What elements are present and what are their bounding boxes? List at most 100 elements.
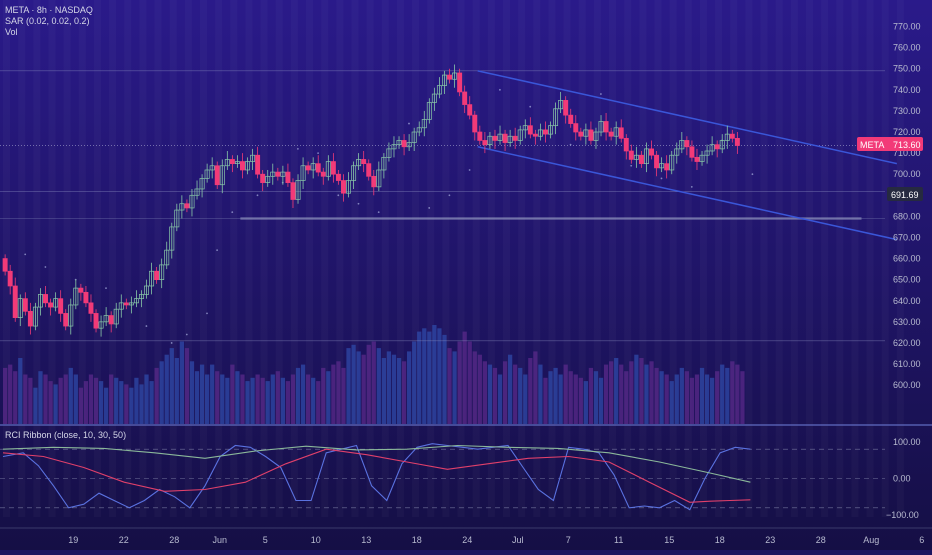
- volume-bar: [184, 348, 190, 424]
- time-tick-label: 13: [361, 535, 371, 545]
- volume-bar: [124, 384, 129, 424]
- price-tick-label: 750.00: [893, 64, 921, 74]
- bg-stripe: [291, 0, 298, 517]
- candle-body: [139, 294, 144, 299]
- bg-stripe: [518, 0, 525, 517]
- bg-stripe: [170, 0, 177, 517]
- candle-body: [421, 119, 427, 129]
- volume-bar: [477, 354, 482, 424]
- price-axis[interactable]: 770.00 760.00 750.00 740.00 730.00 720.00 710.…: [886, 22, 921, 521]
- volume-bar: [235, 371, 240, 424]
- volume-bar: [371, 341, 376, 424]
- bg-stripe: [245, 0, 252, 517]
- volume-bar: [154, 367, 159, 424]
- bg-stripe: [685, 0, 692, 517]
- price-badge-bg: [857, 137, 923, 151]
- candle-body: [512, 135, 518, 141]
- candle-body: [204, 169, 210, 179]
- candle-body: [113, 308, 119, 325]
- volume-bar: [679, 367, 684, 424]
- volume-bar: [255, 374, 260, 424]
- time-tick-label: Jul: [512, 535, 524, 545]
- volume-bar: [694, 374, 700, 424]
- candle-body: [381, 156, 387, 171]
- candle-body: [184, 203, 190, 209]
- candle-body: [53, 298, 59, 308]
- time-tick-label: 7: [566, 535, 571, 545]
- volume-bar: [295, 367, 301, 424]
- candle-body: [684, 140, 690, 148]
- bg-stripe: [564, 0, 571, 517]
- candle-body: [674, 148, 680, 156]
- rci-mid-line: [2, 448, 751, 503]
- volume-bar: [300, 364, 306, 424]
- volume-bar: [210, 364, 215, 424]
- rci-panel: [0, 443, 885, 511]
- volume-bar: [13, 371, 18, 424]
- rci-tick-label: −100.00: [886, 510, 919, 520]
- candle-body: [654, 154, 660, 169]
- time-tick-label: 22: [119, 535, 129, 545]
- candle-body: [255, 154, 261, 175]
- candle-body: [27, 310, 33, 327]
- volume-bar: [523, 374, 528, 424]
- candle-body: [265, 175, 271, 183]
- volume-bar: [432, 325, 437, 424]
- candle-body: [351, 165, 357, 181]
- legend-header: META · 8h · NASDAQ SAR (0.02, 0.02, 0.2)…: [5, 5, 93, 37]
- volume-bar: [114, 377, 119, 424]
- candle-body: [462, 91, 468, 105]
- candle-body: [714, 144, 720, 150]
- time-axis[interactable]: 19 22 28 Jun 5 10 13 18 24 Jul 7 11 15 18 23 28 Aug 6: [68, 535, 924, 545]
- candle-body: [335, 173, 341, 181]
- volume-bar: [311, 377, 316, 424]
- candle-body: [179, 203, 185, 211]
- level-badge-value: 691.69: [891, 190, 919, 200]
- candle-body: [502, 133, 508, 143]
- volume-bar: [497, 374, 503, 424]
- candle-body: [729, 133, 735, 139]
- rci-fast-line: [2, 443, 751, 511]
- volume-bar: [386, 351, 392, 424]
- candle-body: [108, 315, 114, 325]
- candle-body: [128, 302, 134, 306]
- bg-stripe: [412, 0, 419, 517]
- volume-bar: [740, 371, 745, 424]
- bg-stripe: [821, 0, 828, 517]
- volume-bar: [412, 341, 417, 424]
- volume-bar: [730, 361, 735, 424]
- candle-body: [43, 294, 49, 304]
- sar-dot: [499, 88, 501, 91]
- candle-body: [563, 100, 569, 116]
- candle-body: [240, 161, 245, 171]
- bg-stripe: [715, 0, 722, 517]
- candle-body: [548, 125, 554, 135]
- volume-bar: [346, 348, 351, 424]
- candle-body: [361, 159, 367, 165]
- price-tick-label: 760.00: [893, 43, 921, 53]
- bg-stripe: [791, 0, 798, 517]
- candle-body: [694, 156, 700, 162]
- volume-bar: [629, 361, 634, 424]
- volume-bar: [366, 344, 371, 424]
- bg-stripe: [215, 0, 222, 517]
- volume-bar: [558, 374, 563, 424]
- candle-body: [542, 129, 548, 135]
- sar-dot: [44, 266, 47, 268]
- candle-body: [618, 127, 624, 139]
- candle-body: [537, 129, 543, 137]
- candle-body: [37, 294, 43, 308]
- bg-stripe: [761, 0, 768, 517]
- volume-bar: [513, 364, 518, 424]
- candle-body: [603, 121, 609, 133]
- volume-bar: [23, 374, 28, 424]
- price-badge-symbol: META: [860, 140, 884, 150]
- volume-bar: [457, 341, 462, 424]
- price-tick-label: 660.00: [893, 254, 921, 264]
- price-tick-label: 670.00: [893, 232, 921, 242]
- volume-bar: [326, 371, 331, 424]
- candle-body: [32, 306, 38, 327]
- rci-ribbon-label: RCI Ribbon (close, 10, 30, 50): [5, 430, 126, 440]
